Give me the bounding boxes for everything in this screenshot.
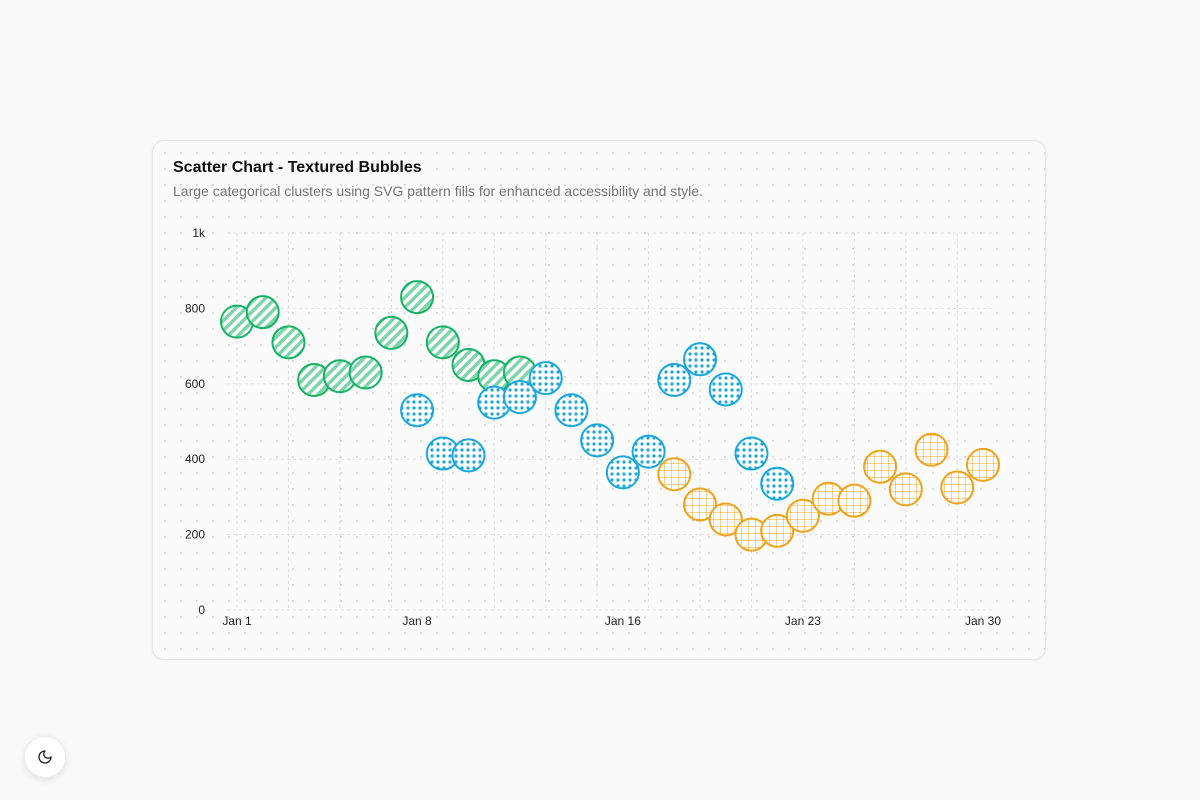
- scatter-point[interactable]: [966, 447, 1000, 482]
- y-tick-label: 1k: [192, 226, 206, 240]
- scatter-point[interactable]: [605, 455, 640, 490]
- scatter-point[interactable]: [451, 438, 486, 473]
- grid-lines: [227, 232, 993, 611]
- scatter-point[interactable]: [528, 361, 563, 396]
- scatter-point[interactable]: [760, 466, 795, 501]
- scatter-point[interactable]: [940, 470, 975, 505]
- scatter-point[interactable]: [502, 379, 537, 414]
- scatter-point[interactable]: [554, 393, 589, 428]
- scatter-point[interactable]: [425, 325, 460, 360]
- scatter-point[interactable]: [760, 513, 795, 548]
- scatter-point[interactable]: [683, 342, 718, 377]
- scatter-point[interactable]: [400, 280, 435, 315]
- series-diagonal-stripes: [220, 280, 537, 398]
- scatter-point[interactable]: [374, 315, 409, 350]
- x-tick-label: Jan 8: [402, 614, 432, 628]
- scatter-point[interactable]: [914, 432, 949, 467]
- scatter-point[interactable]: [863, 449, 898, 484]
- y-tick-label: 800: [185, 301, 205, 315]
- axis-ticks: 0 200 400 600 800 1k Jan 1 Jan 8 Jan 16 Jan 23 Jan…: [185, 226, 1001, 628]
- x-tick-label: Jan 23: [785, 614, 821, 628]
- scatter-point[interactable]: [348, 355, 383, 390]
- y-tick-label: 400: [185, 452, 205, 466]
- scatter-point[interactable]: [631, 434, 666, 469]
- scatter-point[interactable]: [271, 325, 306, 360]
- scatter-point[interactable]: [888, 472, 923, 507]
- scatter-point[interactable]: [400, 393, 435, 428]
- scatter-point[interactable]: [245, 295, 280, 330]
- scatter-point[interactable]: [708, 372, 743, 407]
- scatter-point[interactable]: [837, 483, 872, 518]
- x-tick-label: Jan 30: [965, 614, 1001, 628]
- chart-card: Scatter Chart - Textured Bubbles Large c…: [152, 140, 1046, 660]
- series-grid: [657, 432, 1000, 552]
- x-tick-label: Jan 1: [222, 614, 252, 628]
- scatter-point[interactable]: [657, 457, 692, 492]
- scatter-point[interactable]: [657, 363, 692, 398]
- chart-subtitle: Large categorical clusters using SVG pat…: [173, 183, 703, 199]
- scatter-point[interactable]: [785, 498, 820, 533]
- x-tick-label: Jan 16: [605, 614, 641, 628]
- y-tick-label: 200: [185, 528, 205, 542]
- moon-icon: [37, 749, 53, 765]
- y-tick-label: 0: [198, 603, 205, 617]
- scatter-point[interactable]: [708, 502, 743, 537]
- chart-title: Scatter Chart - Textured Bubbles: [173, 159, 422, 176]
- theme-toggle-button[interactable]: [24, 736, 66, 778]
- scatter-point[interactable]: [734, 436, 769, 471]
- series-dots: [400, 342, 795, 501]
- scatter-point[interactable]: [683, 487, 718, 522]
- scatter-point[interactable]: [580, 423, 615, 458]
- y-tick-label: 600: [185, 377, 205, 391]
- scatter-chart: 0 200 400 600 800 1k Jan 1 Jan 8 Jan 16 Jan 23 Jan…: [185, 226, 1001, 628]
- data-points: [220, 280, 1000, 552]
